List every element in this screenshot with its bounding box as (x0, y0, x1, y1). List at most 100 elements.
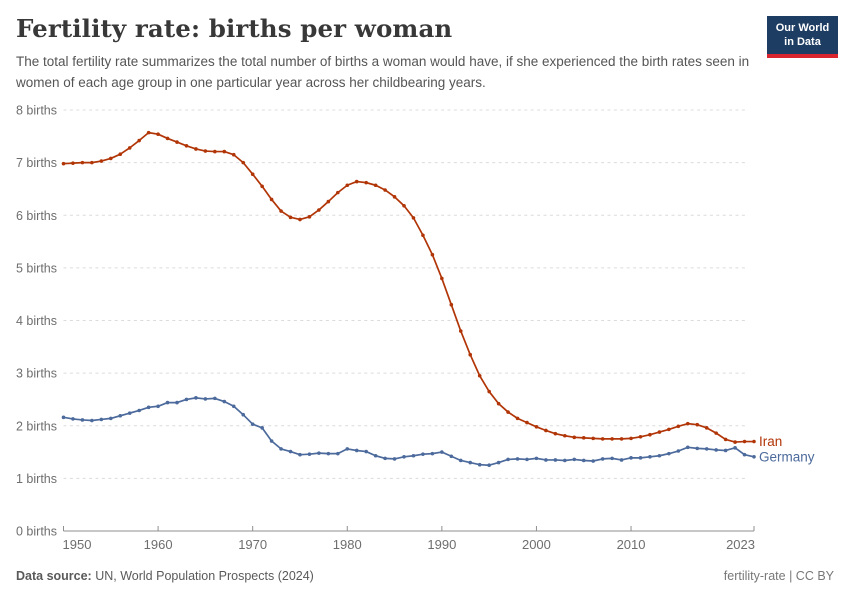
germany-data-point (99, 417, 104, 422)
germany-data-point (506, 457, 510, 462)
iran-data-point (676, 424, 681, 429)
data-source-label: Data source: (16, 569, 92, 583)
germany-series-label[interactable]: Germany (759, 449, 815, 464)
license-note[interactable]: fertility-rate | CC BY (723, 569, 834, 583)
germany-data-point (619, 458, 624, 462)
germany-data-point (638, 456, 643, 460)
iran-series[interactable] (61, 130, 756, 444)
germany-data-point (231, 404, 236, 409)
germany-data-point (307, 452, 312, 456)
y-axis-tick-label: 0 births (16, 525, 57, 539)
iran-data-point (458, 329, 463, 333)
germany-data-point (184, 397, 189, 402)
iran-data-point (373, 183, 378, 188)
data-source: Data source: UN, World Population Prospe… (16, 569, 314, 583)
owid-logo-stripe (767, 53, 838, 58)
iran-data-point (411, 216, 416, 220)
germany-data-point (175, 400, 179, 405)
germany-data-point (213, 396, 217, 401)
germany-data-point (421, 452, 425, 456)
iran-data-point (61, 161, 66, 166)
germany-data-point (260, 426, 264, 430)
iran-data-point (723, 437, 728, 442)
iran-data-point (279, 209, 283, 213)
owid-logo-line1: Our World (775, 22, 830, 34)
x-axis-tick-label: 1970 (238, 537, 267, 552)
germany-series[interactable] (61, 396, 756, 468)
iran-data-point (250, 172, 255, 177)
germany-data-point (336, 451, 340, 456)
germany-data-point (373, 453, 378, 458)
germany-data-point (440, 450, 444, 454)
y-axis-tick-label: 5 births (16, 261, 57, 275)
germany-data-point (165, 400, 170, 405)
germany-data-point (629, 456, 633, 460)
y-axis-tick-label: 4 births (16, 314, 57, 328)
iran-line[interactable] (62, 131, 755, 443)
germany-data-point (354, 448, 359, 453)
iran-data-point (629, 436, 633, 441)
germany-data-point (685, 445, 690, 450)
iran-data-point (648, 432, 652, 437)
x-axis-tick-label: 2000 (522, 537, 551, 552)
iran-data-point (383, 188, 387, 192)
iran-data-point (430, 252, 435, 257)
germany-data-point (695, 446, 700, 451)
iran-data-point (657, 430, 662, 434)
iran-data-point (581, 436, 586, 440)
iran-data-point (222, 149, 227, 154)
chart-subtitle: The total fertility rate summarizes the … (16, 54, 750, 90)
iran-data-point (638, 435, 643, 439)
y-axis-tick-label: 3 births (16, 367, 57, 381)
germany-data-point (572, 457, 577, 462)
owid-logo[interactable]: Our World in Data (767, 16, 838, 58)
germany-data-point (127, 411, 132, 415)
iran-data-point (600, 437, 605, 441)
x-axis-tick-label: 1980 (333, 537, 362, 552)
iran-data-point (203, 149, 208, 153)
germany-data-point (402, 454, 406, 459)
y-axis-tick-label: 7 births (16, 156, 57, 170)
owid-logo-text: Our World in Data (767, 16, 838, 54)
iran-data-point (213, 149, 217, 154)
iran-data-point (165, 136, 170, 141)
iran-data-point (71, 161, 75, 165)
iran-data-point (241, 160, 246, 165)
y-axis-tick-label: 8 births (16, 104, 57, 118)
germany-data-point (610, 456, 614, 461)
iran-data-point (364, 180, 368, 185)
x-axis-tick-label: 2010 (617, 537, 646, 552)
iran-data-point (392, 195, 397, 199)
germany-data-point (364, 449, 368, 454)
chart-title: Fertility rate: births per woman (16, 14, 453, 43)
germany-data-point (704, 447, 709, 451)
germany-data-point (411, 453, 416, 458)
iran-data-point (99, 159, 104, 163)
iran-data-point (563, 433, 567, 438)
x-axis-tick-label: 1990 (427, 537, 456, 552)
germany-data-point (515, 457, 520, 461)
germany-data-point (657, 453, 662, 458)
iran-data-point (440, 276, 444, 281)
germany-data-point (468, 460, 473, 465)
iran-data-point (118, 152, 123, 157)
iran-data-point (269, 197, 274, 202)
y-axis-tick-label: 2 births (16, 419, 57, 433)
iran-data-point (345, 183, 350, 188)
iran-data-point (336, 190, 340, 195)
iran-data-point (515, 416, 520, 421)
iran-data-point (714, 431, 718, 435)
iran-data-point (752, 439, 756, 444)
iran-data-point (288, 215, 293, 220)
iran-data-point (80, 160, 85, 165)
germany-data-point (392, 457, 397, 461)
germany-data-point (733, 446, 737, 450)
iran-data-point (506, 410, 510, 414)
germany-data-point (156, 404, 160, 409)
iran-data-point (667, 427, 671, 432)
iran-series-label[interactable]: Iran (759, 434, 782, 449)
iran-data-point (496, 401, 501, 406)
iran-data-point (733, 440, 737, 444)
iran-data-point (610, 437, 614, 441)
iran-data-point (468, 352, 473, 357)
